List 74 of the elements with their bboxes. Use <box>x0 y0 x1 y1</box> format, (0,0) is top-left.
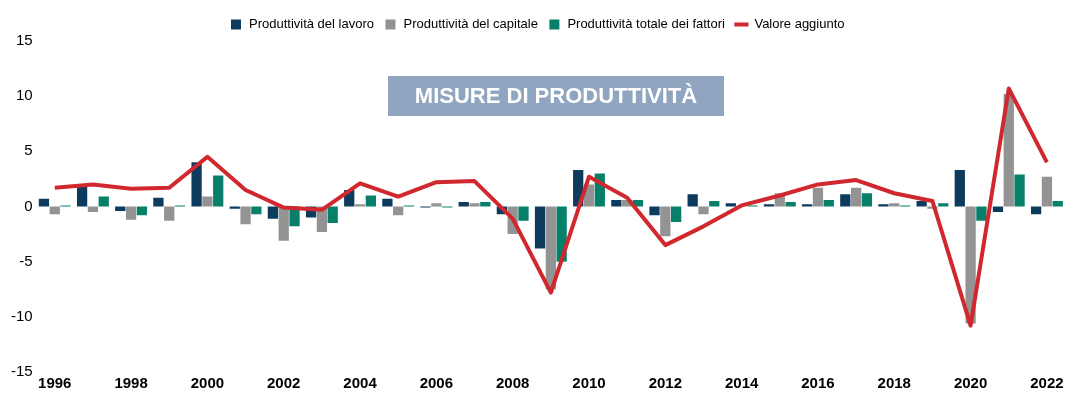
bar <box>1014 174 1025 207</box>
bar <box>850 187 862 207</box>
x-tick-label: 2012 <box>648 374 683 392</box>
legend-label: Produttività del capitale <box>403 16 538 32</box>
bar <box>213 175 224 207</box>
text: MISURE DI PRODUTTIVITÀ <box>388 76 724 116</box>
bar <box>938 203 949 207</box>
y-tick-label: -15 <box>10 362 33 380</box>
bar <box>976 206 987 221</box>
bar <box>725 203 736 207</box>
x-tick-label: 2008 <box>495 374 530 392</box>
bar <box>153 197 164 207</box>
x-tick-label: 2000 <box>190 374 225 392</box>
x-tick-label: 2006 <box>419 374 454 392</box>
bar <box>251 206 262 215</box>
y-tick-label: 5 <box>24 141 33 159</box>
bar <box>327 206 338 224</box>
bar <box>861 193 873 207</box>
bar <box>954 170 965 207</box>
x-tick-label: 2014 <box>724 374 759 392</box>
x-tick-label: 2010 <box>572 374 606 392</box>
bar <box>823 199 834 207</box>
x-tick-label: 2020 <box>953 374 988 392</box>
bar <box>76 186 88 207</box>
legend-label: Valore aggiunto <box>754 16 845 32</box>
legend-label: Produttività totale dei fattori <box>567 16 726 32</box>
bar <box>202 196 213 207</box>
bar <box>687 194 698 207</box>
bar <box>191 162 202 207</box>
y-tick-label: -10 <box>10 306 33 324</box>
x-tick-label: 1998 <box>114 374 148 392</box>
bar <box>431 203 442 207</box>
bar <box>1052 200 1063 207</box>
bar <box>469 203 480 207</box>
legend-label: Produttività del lavoro <box>248 16 374 32</box>
x-tick-label: 1996 <box>38 374 72 392</box>
bar <box>480 202 491 207</box>
bar <box>125 206 137 220</box>
bar <box>785 202 796 207</box>
bar <box>611 199 622 207</box>
x-tick-label: 2002 <box>267 374 301 392</box>
bar <box>660 206 671 237</box>
bar <box>1041 176 1053 207</box>
x-tick-label: 2004 <box>343 374 378 392</box>
y-tick-label: -5 <box>19 251 33 269</box>
bar <box>365 195 376 207</box>
bar <box>763 204 775 207</box>
bar <box>354 204 366 207</box>
bar <box>267 206 279 219</box>
bar <box>164 206 175 221</box>
bar <box>812 187 824 207</box>
x-tick-label: 2016 <box>801 374 835 392</box>
bar <box>278 206 289 241</box>
bar <box>671 206 682 222</box>
bar <box>698 206 709 215</box>
bar <box>534 206 546 249</box>
bar <box>709 200 720 207</box>
bar <box>840 194 851 207</box>
x-tick-label: 2018 <box>877 374 911 392</box>
y-tick-label: 15 <box>15 31 33 49</box>
bar <box>649 206 660 216</box>
y-tick-label: 10 <box>15 86 33 104</box>
bar <box>38 198 50 207</box>
bar <box>382 198 393 207</box>
bar <box>802 204 813 207</box>
bar <box>98 196 109 207</box>
bar <box>916 200 927 207</box>
bar <box>889 203 900 207</box>
y-tick-label: 0 <box>24 196 33 214</box>
bar <box>878 204 889 207</box>
bar <box>240 206 251 225</box>
bar <box>458 202 469 207</box>
x-tick-label: 2022 <box>1030 374 1064 392</box>
bar <box>518 206 529 221</box>
